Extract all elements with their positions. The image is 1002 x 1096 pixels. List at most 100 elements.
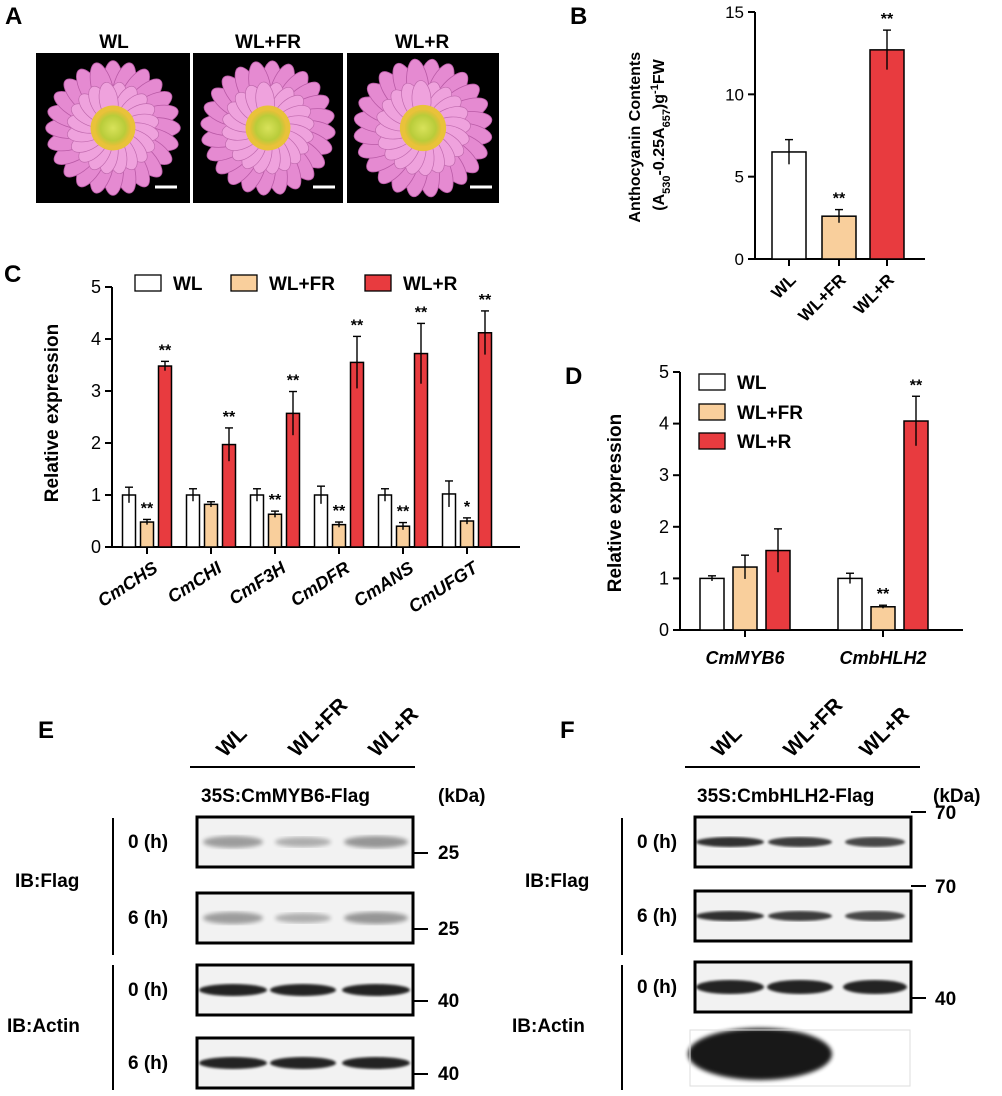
bar <box>331 523 347 548</box>
group-label-actin: IB:Actin <box>7 1016 80 1037</box>
bar <box>377 494 393 548</box>
x-tick-label: WL+R <box>850 270 898 318</box>
flower-disc <box>95 110 131 146</box>
time-label: 0 (h) <box>128 832 168 853</box>
y-tick-label: 1 <box>659 568 669 588</box>
kda-header: (kDa) <box>438 786 486 807</box>
panel-label-d: D <box>565 363 582 390</box>
y-tick-label: 0 <box>659 620 669 640</box>
x-tick-label: WL <box>768 270 800 302</box>
time-label: 0 (h) <box>128 980 168 1001</box>
y-axis-label-line2: (A530-0.25A657)g-1FW <box>649 58 673 210</box>
y-axis-label: Relative expression <box>42 324 63 502</box>
photo-label-wlr: WL+R <box>395 32 450 53</box>
significance-mark: ** <box>881 11 894 28</box>
x-tick-label: CmbHLH2 <box>839 648 926 668</box>
significance-mark: ** <box>397 504 410 521</box>
bar <box>139 521 155 548</box>
bar <box>203 503 219 548</box>
legend-label: WL+FR <box>269 274 335 295</box>
panel-label-f: F <box>560 717 575 744</box>
protein-band <box>845 911 905 921</box>
y-tick-label: 3 <box>659 465 669 485</box>
protein-band <box>696 980 764 994</box>
y-axis-label: Relative expression <box>605 414 626 592</box>
significance-mark: ** <box>479 292 492 309</box>
y-tick-label: 4 <box>91 329 101 349</box>
x-tick-label: CmDFR <box>287 558 353 611</box>
protein-band <box>203 836 263 848</box>
significance-mark: ** <box>141 500 154 517</box>
photo-label-wlfr: WL+FR <box>235 32 301 53</box>
bar <box>821 215 857 260</box>
legend-swatch <box>364 274 392 292</box>
y-axis-label: Anthocyanin Contents (A530-0.25A657)g-1F… <box>627 47 673 222</box>
gene-expression-chart-c: Relative expression 0 1 2 3 4 5 ** ** CmCHS ** CmC… <box>42 274 520 617</box>
lane-label-wlfr: WL+FR <box>779 694 847 762</box>
y-tick-label: 15 <box>725 3 744 22</box>
photo-label-wl: WL <box>99 32 129 53</box>
significance-mark: ** <box>415 304 428 321</box>
significance-mark: ** <box>269 492 282 509</box>
bar <box>185 494 201 548</box>
y-axis-label-line1: Anthocyanin Contents <box>627 52 644 223</box>
protein-band <box>696 911 764 921</box>
flower <box>45 60 181 196</box>
protein-band <box>768 911 832 921</box>
blot-membrane-faded <box>689 1029 911 1087</box>
y-tick-label: 0 <box>735 250 744 269</box>
lane-label-wl: WL <box>212 722 251 761</box>
y-tick-label: 2 <box>659 517 669 537</box>
y-tick-label: 5 <box>659 362 669 382</box>
protein-band <box>199 1057 267 1069</box>
legend-swatch <box>698 373 726 391</box>
y-tick-label: 2 <box>91 433 101 453</box>
y-tick-label: 5 <box>91 277 101 297</box>
legend-swatch <box>134 274 162 292</box>
legend-label: WL+R <box>737 432 792 453</box>
time-label: 6 (h) <box>637 906 677 927</box>
bar <box>870 606 896 631</box>
protein-band <box>270 1057 336 1069</box>
significance-mark: ** <box>833 191 846 208</box>
bar <box>459 520 475 548</box>
group-label-flag: IB:Flag <box>525 871 589 892</box>
protein-band <box>696 837 764 847</box>
protein-band <box>342 1057 410 1069</box>
protein-band <box>845 837 905 847</box>
protein-band <box>843 980 907 994</box>
protein-band <box>768 837 832 847</box>
bar <box>869 49 905 260</box>
significance-mark: ** <box>333 503 346 520</box>
group-label-flag: IB:Flag <box>15 871 79 892</box>
x-tick-label: CmMYB6 <box>705 648 785 668</box>
significance-mark: ** <box>223 409 236 426</box>
x-tick-label: CmF3H <box>225 557 290 609</box>
protein-band <box>342 984 410 996</box>
time-label: 6 (h) <box>128 908 168 929</box>
legend-swatch <box>698 432 726 450</box>
bar <box>771 151 807 260</box>
kda-marker: 40 <box>438 1064 459 1085</box>
bar <box>699 577 725 631</box>
western-blot-e: WL WL+FR WL+R 35S:CmMYB6-Flag (kDa) IB:F… <box>7 694 486 1090</box>
panel-label-e: E <box>38 717 54 744</box>
x-tick-label: CmCHI <box>164 557 226 607</box>
construct-label: 35S:CmbHLH2-Flag <box>697 786 874 807</box>
y-tick-label: 4 <box>659 414 669 434</box>
legend-swatch <box>698 403 726 421</box>
legend-label: WL+FR <box>737 403 803 424</box>
bar <box>249 494 265 548</box>
y-tick-label: 3 <box>91 381 101 401</box>
overexposed-band <box>688 1028 832 1080</box>
panel-label-a: A <box>5 3 22 30</box>
kda-marker: 70 <box>935 803 956 824</box>
protein-band <box>203 912 263 924</box>
bar <box>349 361 365 548</box>
kda-header: (kDa) <box>933 786 981 807</box>
significance-mark: ** <box>287 373 300 390</box>
protein-band <box>275 837 331 847</box>
significance-mark: ** <box>159 342 172 359</box>
x-tick-label: WL+FR <box>795 270 850 325</box>
